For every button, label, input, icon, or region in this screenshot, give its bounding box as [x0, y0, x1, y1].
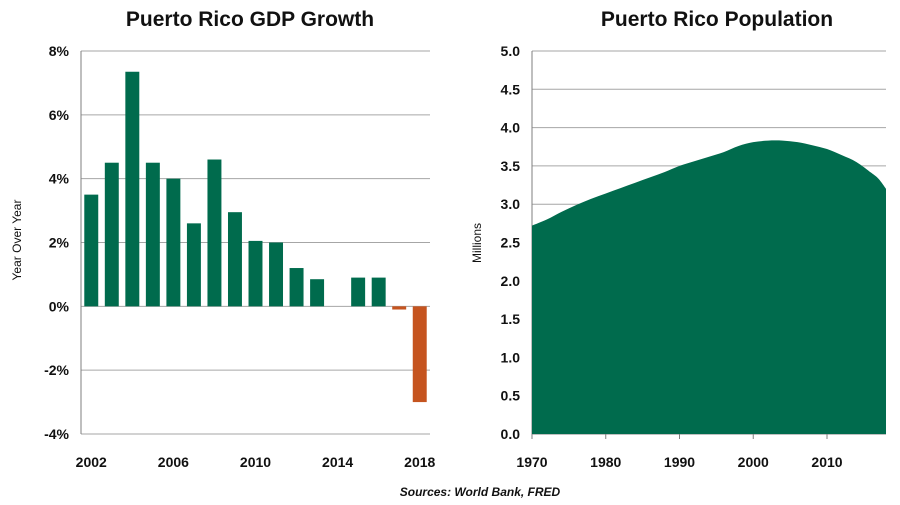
gdp-y-axis-label: Year Over Year: [10, 200, 24, 281]
gdp-y-tick: 4%: [49, 171, 70, 187]
gdp-bar-2004: [125, 71, 140, 307]
gdp-bar-2016: [371, 277, 386, 307]
population-y-tick: 0.5: [501, 388, 521, 404]
gdp-x-tick-labels: 2002 2006 2010 2014 2018: [76, 454, 436, 470]
gdp-y-tick: 2%: [49, 235, 70, 251]
population-y-tick: 1.5: [501, 311, 521, 327]
gdp-bar-2003: [104, 162, 119, 307]
population-x-tick-labels: 1970 1980 1990 2000 2010: [516, 434, 843, 470]
population-chart: Puerto Rico Population 0.0 0.5 1.0 1.5 2.0 2.…: [470, 8, 886, 470]
gdp-x-tick: 2018: [404, 454, 435, 470]
gdp-x-tick: 2010: [240, 454, 271, 470]
population-area-group: [532, 140, 886, 435]
gdp-bar-2018: [412, 306, 427, 403]
gdp-bar-2009: [227, 212, 242, 307]
gdp-bar-2017: [392, 306, 407, 310]
gdp-chart-title: Puerto Rico GDP Growth: [126, 8, 374, 31]
population-x-tick: 1980: [590, 454, 621, 470]
gdp-bar-2008: [207, 159, 222, 307]
gdp-y-tick-labels: 8% 6% 4% 2% 0% -2% -4%: [44, 43, 69, 442]
population-y-tick-labels: 0.0 0.5 1.0 1.5 2.0 2.5 3.0 3.5 4.0 4.5 5.0: [501, 43, 521, 442]
gdp-growth-chart: Puerto Rico GDP Growth 8%6%4%2%0%-2%-4% …: [10, 8, 436, 470]
population-y-tick: 3.5: [501, 158, 521, 174]
gdp-y-tick: 6%: [49, 107, 70, 123]
gdp-x-tick: 2006: [158, 454, 189, 470]
population-x-tick: 2010: [811, 454, 842, 470]
population-y-tick: 4.5: [501, 81, 521, 97]
population-y-tick: 5.0: [501, 43, 521, 59]
population-chart-title: Puerto Rico Population: [601, 8, 833, 31]
gdp-y-tick: 0%: [49, 298, 70, 314]
source-note: Sources: World Bank, FRED: [400, 485, 561, 499]
population-y-tick: 3.0: [501, 196, 521, 212]
gdp-bar-2007: [186, 223, 201, 307]
population-x-tick: 1990: [664, 454, 695, 470]
gdp-y-tick: -4%: [44, 426, 69, 442]
population-y-tick: 2.0: [501, 273, 521, 289]
population-x-tick: 1970: [516, 454, 547, 470]
gdp-bar-2002: [84, 194, 99, 307]
gdp-bar-2013: [310, 279, 325, 307]
gdp-bar-2011: [269, 242, 284, 307]
gdp-y-tick: -2%: [44, 362, 69, 378]
gdp-x-tick: 2002: [76, 454, 107, 470]
gdp-x-tick: 2014: [322, 454, 353, 470]
gdp-bars: [84, 71, 427, 403]
population-y-tick: 0.0: [501, 426, 521, 442]
population-y-tick: 1.0: [501, 349, 521, 365]
population-x-tick: 2000: [738, 454, 769, 470]
gdp-bar-2015: [351, 277, 366, 307]
gdp-bar-2005: [145, 162, 160, 307]
gdp-bar-2006: [166, 178, 181, 307]
population-y-axis-label: Millions: [470, 223, 484, 263]
population-y-tick: 2.5: [501, 235, 521, 251]
population-area: [532, 140, 886, 435]
gdp-bar-2010: [248, 240, 263, 307]
gdp-y-tick: 8%: [49, 43, 70, 59]
gdp-bar-2012: [289, 268, 304, 307]
population-y-tick: 4.0: [501, 120, 521, 136]
